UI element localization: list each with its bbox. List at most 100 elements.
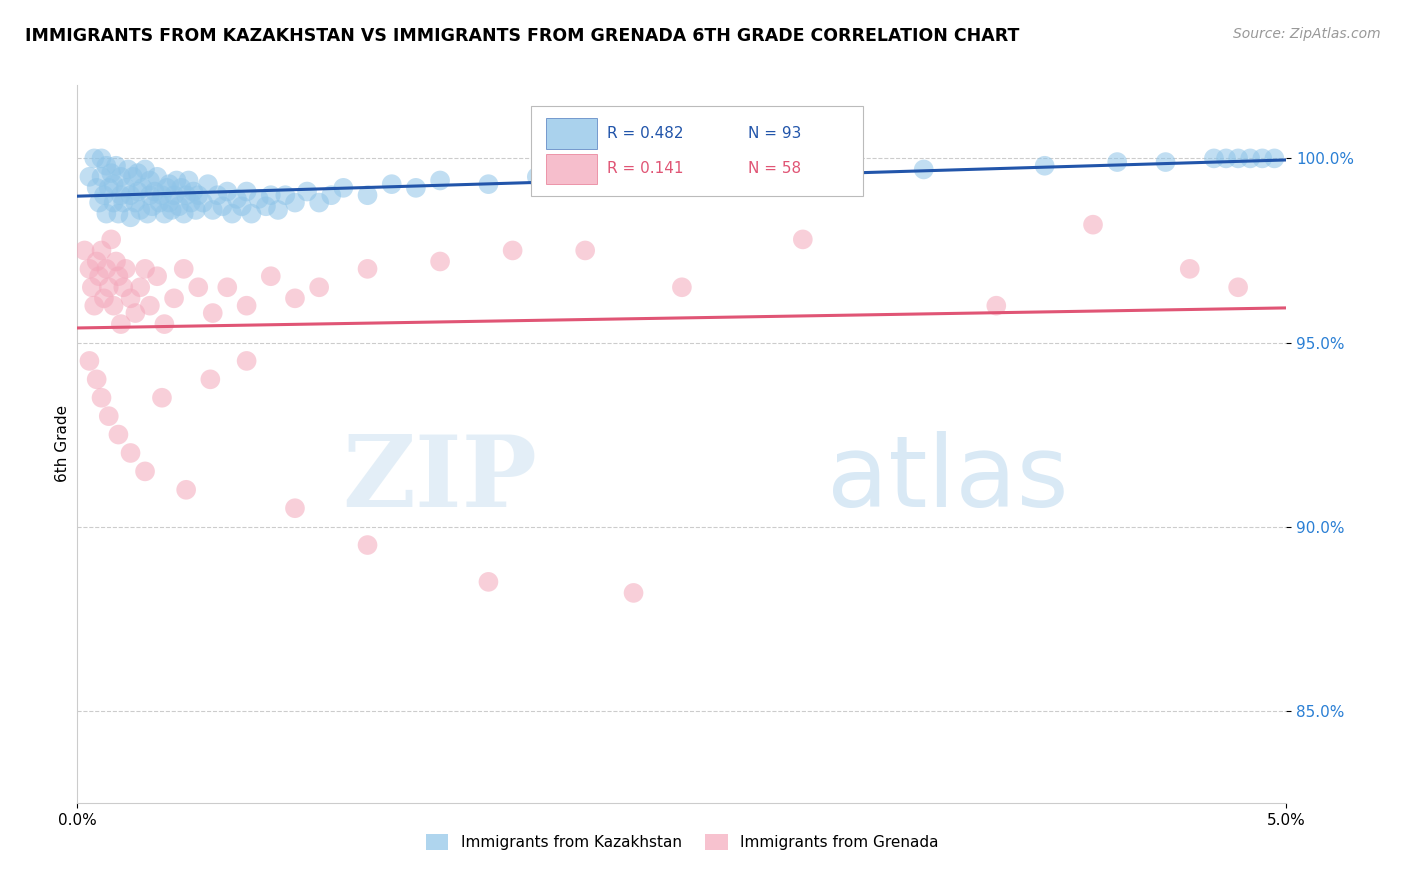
Point <box>429 254 451 268</box>
Point <box>211 199 233 213</box>
Point <box>83 152 105 166</box>
Point <box>157 177 180 191</box>
Point <box>477 574 499 589</box>
Point <box>173 206 195 220</box>
Point <box>247 192 270 206</box>
Point <box>1107 155 1129 169</box>
Point <box>356 261 378 276</box>
Text: R = 0.482: R = 0.482 <box>607 126 683 141</box>
Point <box>207 188 229 202</box>
Point <box>146 169 169 184</box>
Point <box>1215 152 1237 166</box>
Point <box>153 206 176 220</box>
Point <box>1227 280 1250 294</box>
Point <box>356 188 378 202</box>
Point <box>107 206 129 220</box>
Point <box>332 181 354 195</box>
Point <box>183 185 205 199</box>
Point <box>184 202 207 217</box>
Point <box>139 188 162 202</box>
Point <box>574 244 596 258</box>
Point <box>112 280 135 294</box>
Point <box>1239 152 1261 166</box>
Point <box>148 195 170 210</box>
Point <box>79 354 101 368</box>
Point <box>90 244 112 258</box>
FancyBboxPatch shape <box>547 153 598 184</box>
Point <box>187 188 209 202</box>
Point <box>429 173 451 187</box>
Point <box>97 181 120 195</box>
Point <box>217 185 239 199</box>
Point <box>167 199 190 213</box>
Point <box>79 261 101 276</box>
Point <box>284 291 307 305</box>
Point <box>96 159 118 173</box>
Y-axis label: 6th Grade: 6th Grade <box>55 405 70 483</box>
Point <box>163 291 186 305</box>
Point <box>405 181 427 195</box>
Point <box>141 199 163 213</box>
Point <box>174 188 197 202</box>
Point <box>284 501 307 516</box>
Point <box>477 177 499 191</box>
Point <box>191 195 214 210</box>
Point <box>153 317 176 331</box>
Point <box>97 409 120 424</box>
Point <box>79 169 101 184</box>
Point <box>139 173 162 187</box>
Point <box>120 211 142 225</box>
Point <box>526 169 548 184</box>
Point <box>321 188 343 202</box>
Point <box>90 391 112 405</box>
Point <box>1263 152 1285 166</box>
Text: ZIP: ZIP <box>342 431 537 528</box>
Point <box>150 188 173 202</box>
Point <box>110 317 132 331</box>
Text: N = 93: N = 93 <box>748 126 801 141</box>
Text: R = 0.141: R = 0.141 <box>607 161 683 177</box>
Point <box>180 195 202 210</box>
Point <box>136 206 159 220</box>
Point <box>174 483 197 497</box>
Point <box>356 538 378 552</box>
Point <box>221 206 243 220</box>
Point <box>97 280 120 294</box>
Point <box>166 173 188 187</box>
Point <box>124 306 146 320</box>
Point <box>623 586 645 600</box>
Point <box>1178 261 1201 276</box>
Point <box>134 261 156 276</box>
Point <box>86 254 108 268</box>
Point <box>120 291 142 305</box>
Point <box>100 232 122 246</box>
Point <box>284 195 307 210</box>
Point <box>90 152 112 166</box>
FancyBboxPatch shape <box>547 119 598 149</box>
Point <box>157 195 180 210</box>
Point <box>1154 155 1177 169</box>
Point <box>267 202 290 217</box>
Point <box>163 188 186 202</box>
Point <box>240 206 263 220</box>
Point <box>134 162 156 177</box>
Legend: Immigrants from Kazakhstan, Immigrants from Grenada: Immigrants from Kazakhstan, Immigrants f… <box>419 828 945 856</box>
Point <box>986 299 1008 313</box>
Point <box>200 372 222 386</box>
Point <box>792 166 814 180</box>
Point <box>127 185 149 199</box>
Point <box>87 195 110 210</box>
Point <box>110 169 132 184</box>
Point <box>120 446 142 460</box>
Point <box>150 391 173 405</box>
Point <box>173 261 195 276</box>
Point <box>671 166 693 180</box>
Point <box>792 232 814 246</box>
Text: Source: ZipAtlas.com: Source: ZipAtlas.com <box>1233 27 1381 41</box>
Text: IMMIGRANTS FROM KAZAKHSTAN VS IMMIGRANTS FROM GRENADA 6TH GRADE CORRELATION CHAR: IMMIGRANTS FROM KAZAKHSTAN VS IMMIGRANTS… <box>25 27 1019 45</box>
Point <box>381 177 404 191</box>
Point <box>295 185 318 199</box>
Point <box>122 169 145 184</box>
Point <box>80 280 103 294</box>
Point <box>103 177 125 191</box>
